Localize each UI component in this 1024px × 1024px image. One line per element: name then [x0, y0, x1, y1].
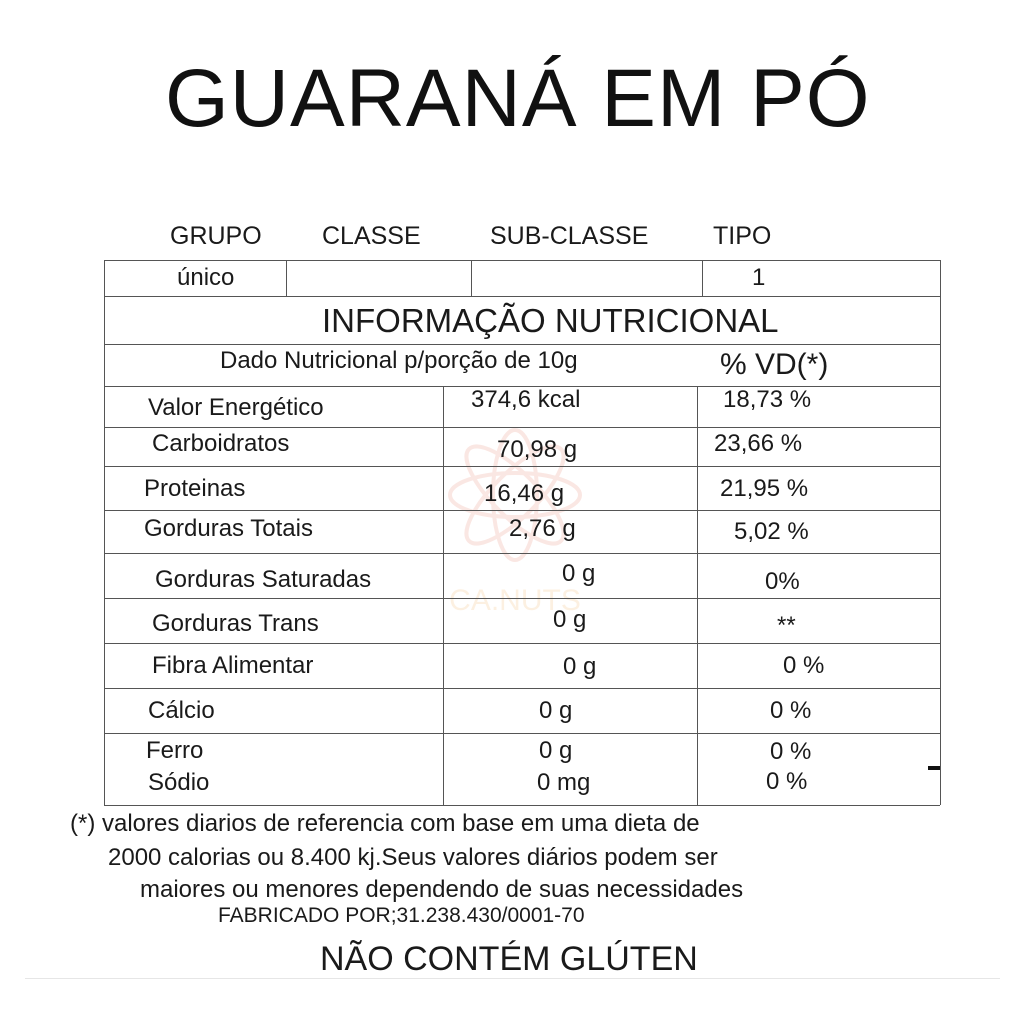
header-tipo: TIPO — [713, 222, 772, 250]
nutrition-heading: INFORMAÇÃO NUTRICIONAL — [322, 302, 779, 339]
header-grupo: GRUPO — [170, 222, 262, 250]
footnote-line: maiores ou menores dependendo de suas ne… — [140, 876, 744, 903]
footnote-line: 2000 calorias ou 8.400 kj.Seus valores d… — [108, 844, 718, 871]
value-grupo: único — [177, 264, 235, 291]
divider — [25, 978, 1000, 979]
nutrient-amount: 0 g — [563, 653, 597, 680]
nutrient-amount: 2,76 g — [509, 515, 576, 542]
nutrient-vd: 5,02 % — [734, 518, 809, 545]
nutrient-amount: 0 g — [562, 560, 596, 587]
nutrient-name: Valor Energético — [148, 394, 324, 421]
portion-label: Dado Nutricional p/porção de 10g — [220, 347, 578, 374]
nutrient-vd: 18,73 % — [723, 386, 812, 413]
nutrient-name: Sódio — [148, 769, 210, 796]
nutrient-vd: 0 % — [783, 652, 825, 679]
nutrient-name: Gorduras Trans — [152, 610, 319, 637]
vd-label: % VD(*) — [720, 348, 829, 381]
nutrient-vd: 0% — [765, 568, 800, 595]
nutrient-name: Cálcio — [148, 697, 215, 724]
footnote-line: (*) valores diarios de referencia com ba… — [70, 810, 700, 837]
nutrient-amount: 0 mg — [537, 769, 591, 796]
nutrient-name: Gorduras Totais — [144, 515, 313, 542]
nutrient-vd: 0 % — [770, 738, 812, 765]
nutrient-name: Fibra Alimentar — [152, 652, 314, 679]
nutrient-name: Gorduras Saturadas — [155, 566, 372, 593]
nutrient-name: Carboidratos — [152, 430, 290, 457]
nutrient-vd: 0 % — [770, 697, 812, 724]
nutrient-vd: ** — [777, 612, 796, 639]
nutrient-amount: 16,46 g — [484, 480, 565, 507]
nutrient-amount: 0 g — [539, 737, 573, 764]
nutrient-name: Ferro — [146, 737, 204, 764]
nutrient-amount: 0 g — [553, 606, 587, 633]
nutrient-vd: 21,95 % — [720, 475, 809, 502]
stray-mark — [928, 766, 940, 770]
product-title: GUARANÁ EM PÓ — [165, 53, 871, 144]
nutrient-vd: 0 % — [766, 768, 808, 795]
svg-text:CA.NUTS: CA.NUTS — [449, 584, 581, 617]
nutrient-vd: 23,66 % — [714, 430, 803, 457]
value-tipo: 1 — [752, 264, 766, 291]
header-sub-classe: SUB-CLASSE — [490, 222, 649, 250]
gluten-notice: NÃO CONTÉM GLÚTEN — [320, 940, 698, 978]
nutrient-name: Proteinas — [144, 475, 246, 502]
header-classe: CLASSE — [322, 222, 421, 250]
nutrient-amount: 0 g — [539, 697, 573, 724]
manufacturer: FABRICADO POR;31.238.430/0001-70 — [218, 904, 585, 927]
nutrient-amount: 374,6 kcal — [471, 386, 581, 413]
nutrient-amount: 70,98 g — [497, 436, 578, 463]
